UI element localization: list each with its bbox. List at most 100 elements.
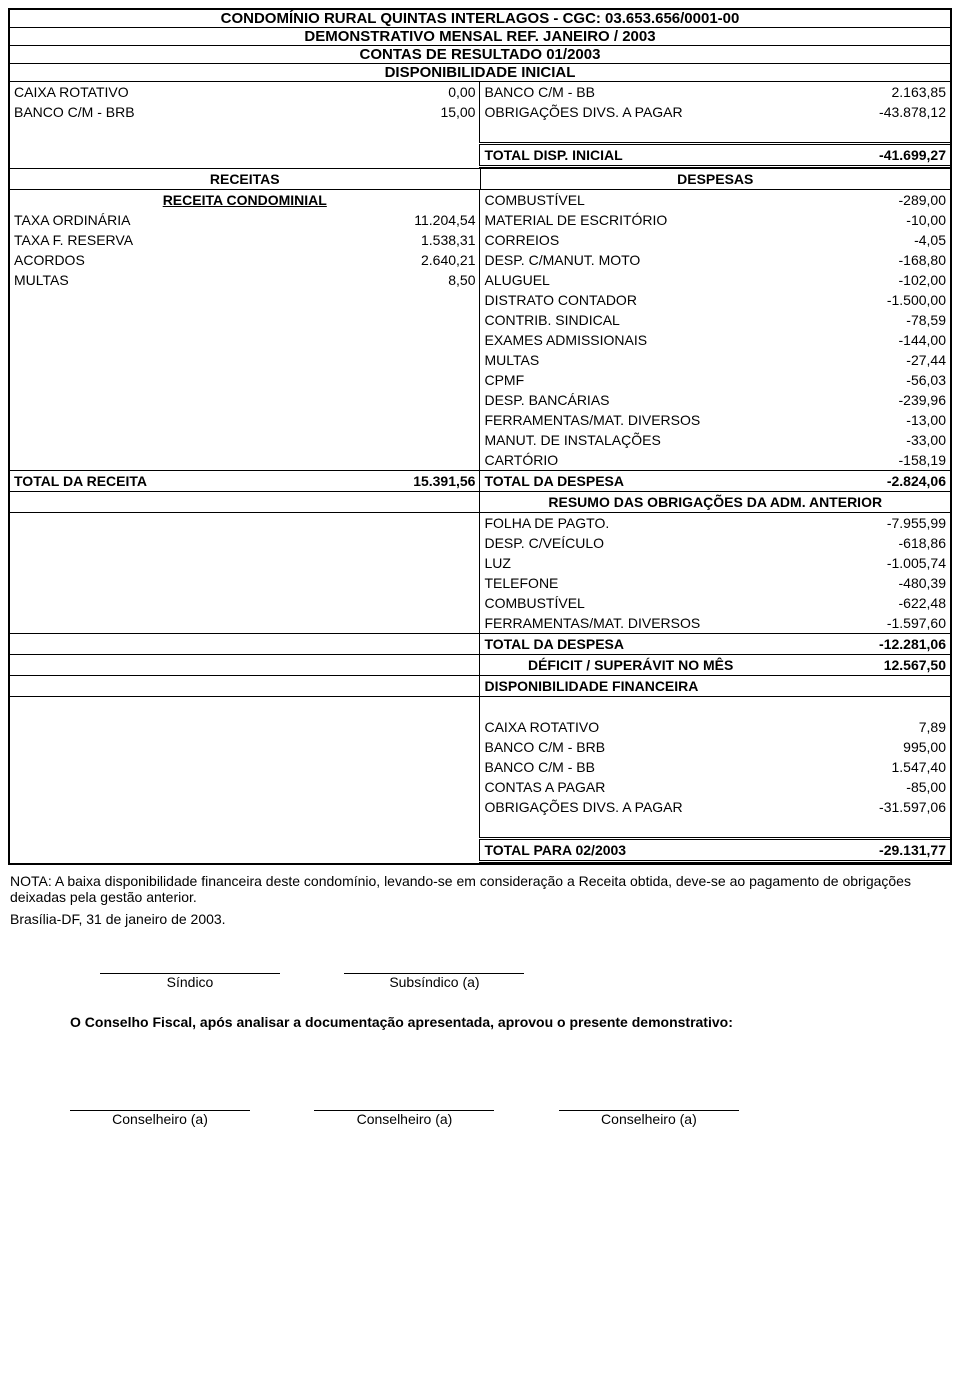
inicial-left-label: BANCO C/M - BRB [10, 102, 330, 122]
total-para-value: -29.131,77 [781, 839, 950, 862]
sig-conselheiro: Conselheiro (a) [559, 1110, 739, 1127]
signature-row-2: Conselheiro (a) Conselheiro (a) Conselhe… [40, 1070, 960, 1131]
deficit-label: DÉFICIT / SUPERÁVIT NO MÊS [480, 655, 781, 676]
despesa-value: -27,44 [781, 350, 950, 370]
section-contas: CONTAS DE RESULTADO 01/2003 [10, 46, 950, 64]
dispfin-label: BANCO C/M - BB [480, 757, 781, 777]
despesa-label: CORREIOS [480, 230, 781, 250]
total-despesa-value: -2.824,06 [781, 471, 950, 492]
total-disp-value: -41.699,27 [781, 144, 950, 167]
despesa-value: -239,96 [781, 390, 950, 410]
despesa-label: ALUGUEL [480, 270, 781, 290]
despesa-value: -289,00 [781, 190, 950, 210]
despesa-value: -56,03 [781, 370, 950, 390]
total-para-label: TOTAL PARA 02/2003 [480, 839, 781, 862]
resumo-value: -1.005,74 [781, 553, 950, 573]
disp-fin-header: DISPONIBILIDADE FINANCEIRA [480, 676, 950, 697]
deficit-value: 12.567,50 [781, 655, 950, 676]
resumo-label: FERRAMENTAS/MAT. DIVERSOS [480, 613, 781, 634]
inicial-left-val: 15,00 [330, 102, 480, 122]
despesa-label: CPMF [480, 370, 781, 390]
despesa-value: -1.500,00 [781, 290, 950, 310]
local-data: Brasília-DF, 31 de janeiro de 2003. [10, 911, 950, 927]
sig-subsindico: Subsíndico (a) [344, 973, 524, 990]
resumo-label: LUZ [480, 553, 781, 573]
despesa-value: -4,05 [781, 230, 950, 250]
resumo-label: COMBUSTÍVEL [480, 593, 781, 613]
dispfin-value: 995,00 [781, 737, 950, 757]
despesa-label: MULTAS [480, 350, 781, 370]
inicial-table: CAIXA ROTATIVO 0,00 BANCO C/M - BB 2.163… [10, 82, 950, 168]
despesa-label: DESP. BANCÁRIAS [480, 390, 781, 410]
despesa-value: -13,00 [781, 410, 950, 430]
resumo-value: -480,39 [781, 573, 950, 593]
total-disp-label: TOTAL DISP. INICIAL [480, 144, 781, 167]
despesa-label: MANUT. DE INSTALAÇÕES [480, 430, 781, 450]
resumo-header: RESUMO DAS OBRIGAÇÕES DA ADM. ANTERIOR [480, 492, 950, 513]
despesa-value: -33,00 [781, 430, 950, 450]
receita-value: 11.204,54 [330, 210, 480, 230]
conselho-text: O Conselho Fiscal, após analisar a docum… [70, 1014, 950, 1030]
despesa-value: -144,00 [781, 330, 950, 350]
dispfin-value: -85,00 [781, 777, 950, 797]
dispfin-label: OBRIGAÇÕES DIVS. A PAGAR [480, 797, 781, 817]
despesa-value: -158,19 [781, 450, 950, 471]
resumo-value: -1.597,60 [781, 613, 950, 634]
dispfin-label: CAIXA ROTATIVO [480, 717, 781, 737]
receita-label: TAXA F. RESERVA [10, 230, 330, 250]
sig-sindico: Síndico [100, 973, 280, 990]
receita-value: 8,50 [330, 270, 480, 290]
despesa-value: -78,59 [781, 310, 950, 330]
despesa-label: CARTÓRIO [480, 450, 781, 471]
receitas-despesas-table: RECEITA CONDOMINIAL COMBUSTÍVEL -289,00 … [10, 190, 950, 863]
dispfin-value: 7,89 [781, 717, 950, 737]
inicial-right-label: OBRIGAÇÕES DIVS. A PAGAR [480, 102, 781, 122]
receita-label: ACORDOS [10, 250, 330, 270]
despesa-label: FERRAMENTAS/MAT. DIVERSOS [480, 410, 781, 430]
inicial-left-val: 0,00 [330, 82, 480, 102]
resumo-value: -622,48 [781, 593, 950, 613]
resumo-total-label: TOTAL DA DESPESA [480, 634, 781, 655]
resumo-value: -618,86 [781, 533, 950, 553]
receitas-despesas-heading: RECEITAS DESPESAS [10, 168, 950, 190]
resumo-total-value: -12.281,06 [781, 634, 950, 655]
receita-label: TAXA ORDINÁRIA [10, 210, 330, 230]
despesas-heading: DESPESAS [480, 169, 950, 190]
receitas-heading: RECEITAS [10, 169, 480, 190]
despesa-label: DISTRATO CONTADOR [480, 290, 781, 310]
document-page: CONDOMÍNIO RURAL QUINTAS INTERLAGOS - CG… [8, 8, 952, 865]
receita-cond-heading: RECEITA CONDOMINIAL [10, 190, 480, 210]
resumo-label: FOLHA DE PAGTO. [480, 513, 781, 534]
dispfin-value: -31.597,06 [781, 797, 950, 817]
sig-conselheiro: Conselheiro (a) [314, 1110, 494, 1127]
total-despesa-label: TOTAL DA DESPESA [480, 471, 781, 492]
inicial-right-label: BANCO C/M - BB [480, 82, 781, 102]
title: CONDOMÍNIO RURAL QUINTAS INTERLAGOS - CG… [10, 10, 950, 28]
total-receita-value: 15.391,56 [330, 471, 480, 492]
despesa-value: -168,80 [781, 250, 950, 270]
despesa-value: -10,00 [781, 210, 950, 230]
total-receita-label: TOTAL DA RECEITA [10, 471, 330, 492]
section-disponibilidade: DISPONIBILIDADE INICIAL [10, 64, 950, 82]
dispfin-value: 1.547,40 [781, 757, 950, 777]
inicial-right-val: -43.878,12 [781, 102, 950, 122]
inicial-left-label: CAIXA ROTATIVO [10, 82, 330, 102]
resumo-label: TELEFONE [480, 573, 781, 593]
sig-conselheiro: Conselheiro (a) [70, 1110, 250, 1127]
dispfin-label: CONTAS A PAGAR [480, 777, 781, 797]
receita-value: 1.538,31 [330, 230, 480, 250]
resumo-value: -7.955,99 [781, 513, 950, 534]
despesa-label: MATERIAL DE ESCRITÓRIO [480, 210, 781, 230]
resumo-label: DESP. C/VEÍCULO [480, 533, 781, 553]
despesa-label: EXAMES ADMISSIONAIS [480, 330, 781, 350]
inicial-right-val: 2.163,85 [781, 82, 950, 102]
despesa-label: DESP. C/MANUT. MOTO [480, 250, 781, 270]
despesa-value: -102,00 [781, 270, 950, 290]
subtitle: DEMONSTRATIVO MENSAL REF. JANEIRO / 2003 [10, 28, 950, 46]
receita-label: MULTAS [10, 270, 330, 290]
signature-row-1: Síndico Subsíndico (a) [70, 933, 960, 994]
nota-text: NOTA: A baixa disponibilidade financeira… [10, 873, 950, 905]
receita-value: 2.640,21 [330, 250, 480, 270]
despesa-label: CONTRIB. SINDICAL [480, 310, 781, 330]
despesa-label: COMBUSTÍVEL [480, 190, 781, 210]
